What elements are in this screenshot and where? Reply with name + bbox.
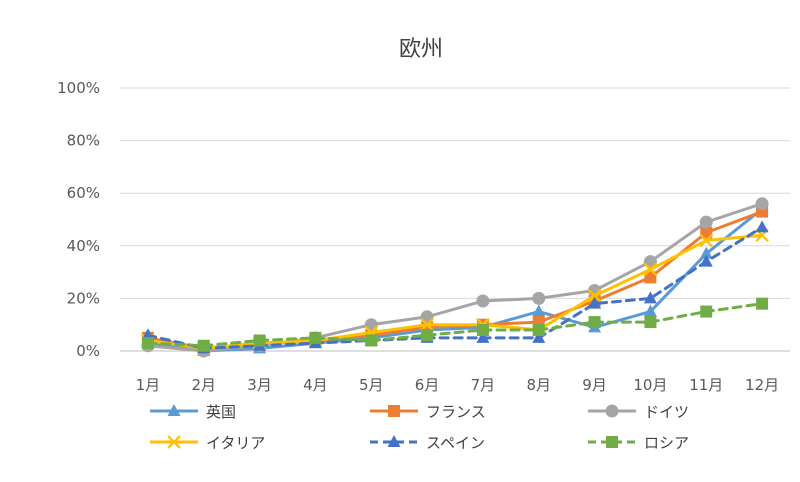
series-lines xyxy=(141,197,769,358)
data-point xyxy=(532,304,546,317)
series-line xyxy=(146,302,764,348)
x-marker-stroke xyxy=(699,233,714,248)
gridlines xyxy=(120,87,790,352)
x-marker-stroke xyxy=(420,317,434,332)
data-point xyxy=(365,334,378,347)
data-point xyxy=(253,334,266,347)
data-point xyxy=(588,316,601,329)
y-tick-label: 40% xyxy=(67,237,100,255)
x-marker-stroke xyxy=(643,262,658,277)
data-point xyxy=(197,339,210,352)
data-point xyxy=(532,291,546,305)
legend-label: フランス xyxy=(426,403,486,421)
data-point xyxy=(476,330,490,343)
series-line xyxy=(146,225,764,350)
x-marker-stroke xyxy=(167,435,181,449)
y-axis-ticks: 0% 20% 40% 60% 80% 100% xyxy=(57,79,100,360)
data-point xyxy=(755,220,769,233)
x-tick-label: 12月 xyxy=(745,376,779,394)
legend-label: ドイツ xyxy=(644,403,689,421)
data-point xyxy=(699,246,713,259)
legend-marker xyxy=(388,405,400,417)
series-4 xyxy=(141,228,769,356)
x-tick-label: 6月 xyxy=(415,376,440,394)
x-tick-label: 3月 xyxy=(247,376,272,394)
data-point xyxy=(532,323,545,336)
legend-item: ロシア xyxy=(588,434,689,452)
legend-label: スペイン xyxy=(426,434,485,452)
legend-item: イタリア xyxy=(150,434,265,452)
data-point xyxy=(755,197,769,211)
data-point xyxy=(587,288,602,303)
data-point xyxy=(420,317,434,332)
legend-item: フランス xyxy=(370,403,486,421)
x-marker-stroke xyxy=(587,288,602,303)
y-tick-label: 0% xyxy=(76,342,100,360)
legend-label: 英国 xyxy=(206,403,236,421)
data-point xyxy=(643,304,657,317)
series-line xyxy=(146,233,764,350)
x-tick-label: 10月 xyxy=(633,376,667,394)
x-tick-label: 7月 xyxy=(471,376,496,394)
x-tick-label: 9月 xyxy=(582,376,607,394)
legend-marker xyxy=(605,404,619,418)
legend-marker xyxy=(606,436,618,448)
legend-marker xyxy=(387,435,401,447)
x-tick-label: 8月 xyxy=(526,376,551,394)
legend-item: スペイン xyxy=(370,434,485,452)
x-tick-label: 4月 xyxy=(303,376,328,394)
data-point xyxy=(643,262,658,277)
x-tick-label: 5月 xyxy=(359,376,384,394)
data-point xyxy=(532,330,546,343)
data-point xyxy=(699,215,713,229)
data-point xyxy=(421,329,434,342)
series-6 xyxy=(141,297,769,352)
data-point xyxy=(141,337,154,350)
y-tick-label: 20% xyxy=(67,289,100,307)
y-tick-label: 60% xyxy=(67,184,100,202)
data-point xyxy=(699,254,713,267)
data-point xyxy=(756,297,769,310)
chart-title: 欧州 xyxy=(399,37,443,62)
data-point xyxy=(476,323,489,336)
y-tick-label: 100% xyxy=(57,79,100,97)
series-line xyxy=(146,207,764,353)
data-point xyxy=(644,271,657,284)
data-point xyxy=(588,296,602,309)
legend-item: 英国 xyxy=(150,403,236,421)
y-tick-label: 80% xyxy=(67,132,100,150)
data-point xyxy=(644,316,657,329)
x-axis-ticks: 1月 2月 3月 4月 5月 6月 7月 8月 9月 10月 11月 12月 xyxy=(136,376,779,394)
x-tick-label: 11月 xyxy=(689,376,723,394)
legend-label: イタリア xyxy=(206,434,265,452)
x-tick-label: 2月 xyxy=(191,376,216,394)
data-point xyxy=(700,305,713,318)
x-tick-label: 1月 xyxy=(136,376,161,394)
data-point xyxy=(643,291,657,304)
data-point xyxy=(476,294,490,308)
legend-label: ロシア xyxy=(644,434,689,452)
legend-item: ドイツ xyxy=(588,403,689,421)
data-point xyxy=(309,331,322,344)
legend-marker xyxy=(167,404,181,416)
legend-marker xyxy=(167,435,181,449)
data-point xyxy=(700,226,713,239)
data-point xyxy=(699,233,714,248)
